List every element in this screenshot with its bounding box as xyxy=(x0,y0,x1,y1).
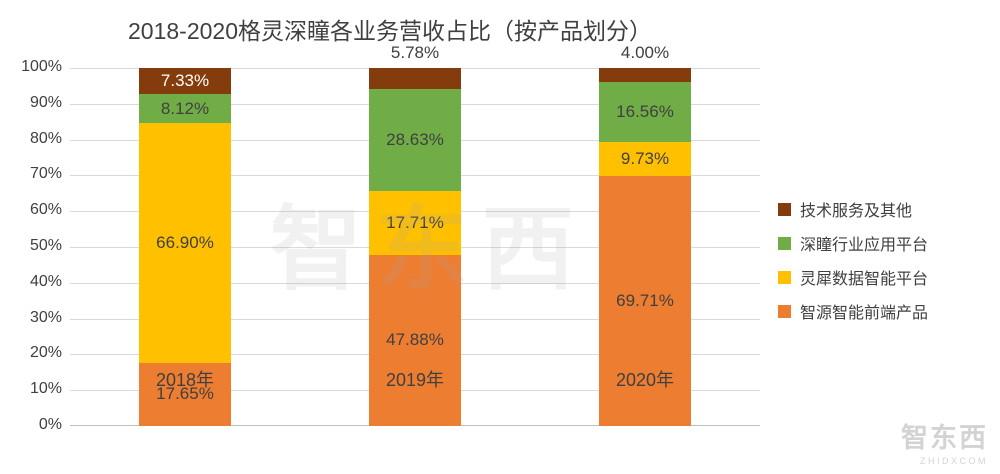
bar-segment[interactable]: 17.65% xyxy=(139,362,231,426)
bar-segment[interactable]: 66.90% xyxy=(139,123,231,363)
legend-item[interactable]: 灵犀数据智能平台 xyxy=(778,260,996,294)
bar-value-label: 17.71% xyxy=(386,212,444,232)
y-axis-tick-label: 30% xyxy=(29,308,62,326)
bar-value-label: 69.71% xyxy=(616,291,674,311)
bar-segment[interactable]: 7.33% xyxy=(139,68,231,95)
legend-item[interactable]: 深瞳行业应用平台 xyxy=(778,226,996,260)
watermark-corner: 智东西 ZHIDXCOM xyxy=(901,416,988,466)
bar-value-label: 4.00% xyxy=(620,43,670,63)
y-axis-tick-label: 100% xyxy=(21,58,62,75)
legend-swatch-icon xyxy=(778,304,791,318)
plot-area: 0% 10% 20% 30% 40% 50% 60% 70% 80% 90% 100% 17.65%… xyxy=(21,43,760,433)
bar-value-label: 16.56% xyxy=(616,101,674,121)
bar-segment[interactable]: 5.78% xyxy=(369,43,461,89)
bar-column[interactable]: 69.71% 9.73% 16.56% 4.00% xyxy=(599,43,691,426)
bar-segment[interactable]: 47.88% xyxy=(369,254,461,426)
bar-column[interactable]: 17.65% 66.90% 8.12% 7.33% xyxy=(139,68,231,426)
bar-segment[interactable]: 4.00% xyxy=(599,43,691,83)
legend-swatch-icon xyxy=(778,270,791,284)
chart-title: 2018-2020格灵深瞳各业务营收占比（按产品划分） xyxy=(128,18,652,44)
y-axis-tick-label: 10% xyxy=(29,380,62,398)
legend-label: 技术服务及其他 xyxy=(800,203,913,220)
legend-swatch-icon xyxy=(778,236,791,250)
y-axis-tick-label: 20% xyxy=(29,344,62,362)
bar-column[interactable]: 47.88% 17.71% 28.63% 5.78% xyxy=(369,43,461,426)
y-axis-tick-label: 50% xyxy=(29,237,62,254)
bar-value-label: 66.90% xyxy=(156,233,214,253)
bar-value-label: 7.33% xyxy=(160,71,210,91)
legend-item[interactable]: 技术服务及其他 xyxy=(778,192,996,226)
y-axis-tick-label: 70% xyxy=(29,165,62,183)
bar-value-label: 8.12% xyxy=(160,98,210,118)
legend-label: 深瞳行业应用平台 xyxy=(800,237,929,254)
bar-segment[interactable]: 8.12% xyxy=(139,94,231,124)
bar-value-label: 28.63% xyxy=(386,129,444,149)
watermark-corner-main: 智东西 xyxy=(901,423,988,453)
bar-value-label: 47.88% xyxy=(386,330,444,350)
y-axis-tick-label: 90% xyxy=(29,93,62,111)
bar-segment[interactable]: 69.71% xyxy=(599,176,691,426)
watermark-corner-sub: ZHIDXCOM xyxy=(920,456,988,466)
legend-label: 灵犀数据智能平台 xyxy=(800,271,929,288)
y-axis-tick-label: 60% xyxy=(29,201,62,219)
legend-item[interactable]: 智源智能前端产品 xyxy=(778,294,996,328)
chart-legend: 技术服务及其他 深瞳行业应用平台 灵犀数据智能平台 智源智能前端产品 xyxy=(778,192,996,328)
bar-segment[interactable]: 28.63% xyxy=(369,88,461,192)
bar-segment[interactable]: 16.56% xyxy=(599,82,691,142)
y-axis-tick-label: 80% xyxy=(29,129,62,147)
x-axis-tick-label: 2018年 xyxy=(155,370,215,390)
bar-value-label: 5.78% xyxy=(390,43,440,63)
y-axis-tick-label: 0% xyxy=(38,416,62,433)
bar-value-label: 9.73% xyxy=(620,149,670,169)
legend-label: 智源智能前端产品 xyxy=(800,305,929,322)
x-axis-tick-label: 2020年 xyxy=(615,370,675,390)
bar-value-label: 17.65% xyxy=(156,384,214,404)
legend-swatch-icon xyxy=(778,202,791,216)
x-axis-tick-label: 2019年 xyxy=(385,370,445,390)
bar-segment[interactable]: 9.73% xyxy=(599,141,691,177)
y-axis-tick-label: 40% xyxy=(29,272,62,290)
bar-segment[interactable]: 17.71% xyxy=(369,191,461,255)
